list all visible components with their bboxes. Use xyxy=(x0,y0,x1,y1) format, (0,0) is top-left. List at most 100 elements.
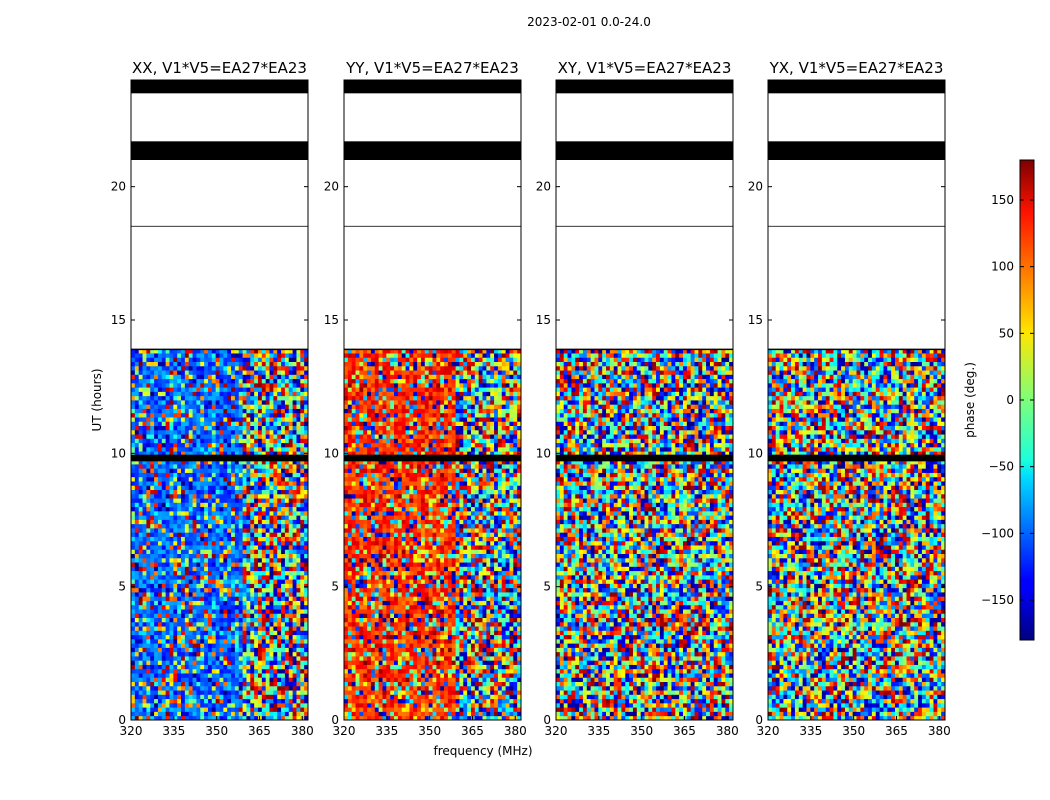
heatmap-cell xyxy=(173,592,178,597)
heatmap-cell xyxy=(219,609,224,614)
heatmap-cell xyxy=(359,634,364,640)
heatmap-cell xyxy=(370,630,376,636)
heatmap-cell xyxy=(234,545,240,550)
heatmap-cell xyxy=(146,438,151,444)
heatmap-cell xyxy=(219,438,224,444)
heatmap-cell xyxy=(165,387,170,392)
heatmap-cell xyxy=(177,596,182,601)
heatmap-cell xyxy=(517,634,522,640)
heatmap-cell xyxy=(181,617,186,623)
heatmap-cell xyxy=(292,374,297,380)
heatmap-cell xyxy=(284,660,290,665)
heatmap-cell xyxy=(242,412,247,418)
heatmap-cell xyxy=(138,532,143,537)
heatmap-cell xyxy=(250,621,255,627)
heatmap-cell xyxy=(490,634,495,640)
heatmap-cell xyxy=(269,690,274,695)
heatmap-cell xyxy=(463,715,468,721)
heatmap-cell xyxy=(238,348,243,354)
heatmap-cell xyxy=(304,549,309,554)
heatmap-cell xyxy=(150,506,155,512)
heatmap-cell xyxy=(440,630,445,636)
heatmap-cell xyxy=(211,374,217,380)
heatmap-cell xyxy=(207,562,213,567)
heatmap-cell xyxy=(207,361,213,367)
heatmap-cell xyxy=(184,634,190,640)
heatmap-cell xyxy=(420,707,426,712)
heatmap-cell xyxy=(215,472,220,478)
heatmap-cell xyxy=(363,677,368,682)
heatmap-cell xyxy=(184,472,190,478)
heatmap-cell xyxy=(359,673,364,678)
heatmap-cell xyxy=(192,681,197,687)
heatmap-cell xyxy=(138,378,143,384)
heatmap-cell xyxy=(370,638,376,644)
heatmap-cell xyxy=(134,348,140,354)
heatmap-cell xyxy=(281,464,286,469)
heatmap-cell xyxy=(169,638,174,644)
heatmap-cell xyxy=(146,387,151,392)
heatmap-cell xyxy=(409,707,414,712)
heatmap-cell xyxy=(238,446,243,452)
heatmap-cell xyxy=(138,592,143,597)
heatmap-cell xyxy=(238,656,243,661)
heatmap-cell xyxy=(254,421,259,426)
heatmap-cell xyxy=(401,643,406,648)
heatmap-cell xyxy=(196,574,201,580)
heatmap-cell xyxy=(455,681,460,687)
heatmap-cell xyxy=(257,630,263,636)
figure-suptitle: 2023-02-01 0.0-24.0 xyxy=(527,15,651,29)
heatmap-cell xyxy=(181,613,186,618)
heatmap-cell xyxy=(269,395,274,401)
heatmap-cell xyxy=(250,634,255,640)
heatmap-cell xyxy=(131,621,136,627)
heatmap-cell xyxy=(273,681,278,687)
heatmap-cell xyxy=(165,634,170,640)
heatmap-cell xyxy=(146,698,151,704)
heatmap-cell xyxy=(146,626,151,631)
heatmap-cell xyxy=(165,715,170,721)
heatmap-cell xyxy=(211,404,217,409)
heatmap-cell xyxy=(292,459,297,465)
heatmap-cell xyxy=(138,353,143,358)
heatmap-cell xyxy=(134,446,140,452)
heatmap-cell xyxy=(173,519,178,525)
heatmap-cell xyxy=(169,459,174,465)
heatmap-cell xyxy=(273,464,278,469)
heatmap-cell xyxy=(134,600,140,606)
heatmap-cell xyxy=(154,617,159,623)
heatmap-cell xyxy=(138,557,143,563)
heatmap-cell xyxy=(344,673,349,678)
heatmap-cell xyxy=(207,506,213,512)
heatmap-cell xyxy=(207,442,213,448)
heatmap-cell xyxy=(440,651,445,657)
heatmap-cell xyxy=(296,656,301,661)
heatmap-cell xyxy=(351,626,356,631)
heatmap-cell xyxy=(378,626,383,631)
heatmap-cell xyxy=(440,690,445,695)
heatmap-cell xyxy=(169,446,174,452)
heatmap-cell xyxy=(154,485,159,490)
heatmap-cell xyxy=(284,536,290,542)
heatmap-cell xyxy=(142,451,147,456)
heatmap-cell xyxy=(181,498,186,503)
heatmap-cell xyxy=(223,626,228,631)
heatmap-cell xyxy=(184,609,190,614)
heatmap-cell xyxy=(131,638,136,644)
heatmap-cell xyxy=(204,673,209,678)
heatmap-cell xyxy=(432,660,437,665)
heatmap-cell xyxy=(261,604,267,610)
heatmap-cell xyxy=(188,348,193,354)
heatmap-cell xyxy=(420,626,426,631)
heatmap-cell xyxy=(192,656,197,661)
heatmap-cell xyxy=(363,651,368,657)
heatmap-cell xyxy=(284,387,290,392)
heatmap-cell xyxy=(146,515,151,520)
heatmap-cell xyxy=(344,638,349,644)
heatmap-cell xyxy=(436,707,441,712)
heatmap-cell xyxy=(292,519,297,525)
heatmap-cell xyxy=(517,694,522,700)
heatmap-cell xyxy=(211,685,217,691)
heatmap-cell xyxy=(165,429,170,435)
heatmap-cell xyxy=(288,451,294,456)
